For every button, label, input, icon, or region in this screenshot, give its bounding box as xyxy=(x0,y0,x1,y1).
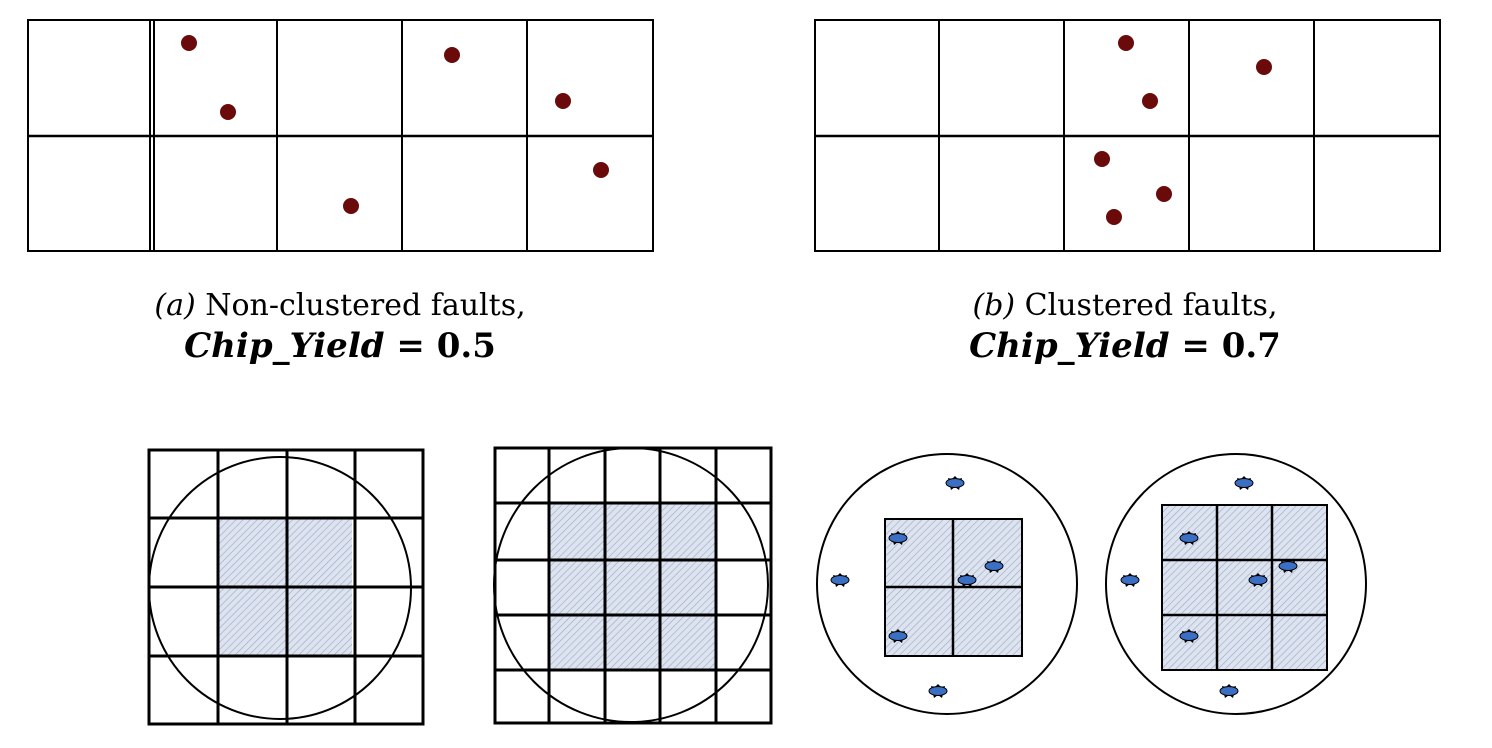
fault-dot-icon xyxy=(555,93,571,109)
caption-b-yield-label: Chip_Yield xyxy=(969,326,1170,366)
wafer-4-small-dies-defects xyxy=(1105,453,1367,715)
fault-dot-icon xyxy=(343,198,359,214)
caption-a-label: (a) xyxy=(154,288,196,323)
wafer-2-outline xyxy=(493,447,769,723)
panel-b-clustered xyxy=(790,0,1490,300)
fault-dot-icon xyxy=(181,35,197,51)
defect-star-icon xyxy=(1120,572,1140,588)
caption-b-line1: (b) Clustered faults, xyxy=(885,287,1365,325)
fault-dot-icon xyxy=(1106,209,1122,225)
caption-b-yield-value: 0.7 xyxy=(1221,326,1281,366)
fault-dot-icon xyxy=(1156,186,1172,202)
caption-b-description: Clustered faults, xyxy=(1024,288,1278,323)
caption-b-label: (b) xyxy=(972,288,1016,323)
fault-dot-icon xyxy=(1118,35,1134,51)
grid-a-svg xyxy=(27,19,654,252)
fault-dot-icon xyxy=(444,47,460,63)
fault-dot-icon xyxy=(1256,59,1272,75)
defect-star-icon xyxy=(1234,475,1254,491)
caption-b-yield: Chip_Yield = 0.7 xyxy=(885,325,1365,367)
fault-dot-icon xyxy=(1142,93,1158,109)
defect-star-icon xyxy=(945,475,965,491)
grid-b-svg xyxy=(814,19,1441,252)
wafer-diagrams xyxy=(0,430,1492,748)
wafer-3-outline xyxy=(816,453,1078,715)
defect-star-icon xyxy=(928,683,948,699)
fault-dot-icon xyxy=(593,162,609,178)
caption-a-yield-equals: = xyxy=(396,326,425,366)
fault-dot-icon xyxy=(220,104,236,120)
wafer-1-large-dies xyxy=(147,448,425,726)
wafer-4-outline xyxy=(1105,453,1367,715)
wafer-diagrams-svg xyxy=(147,446,1367,726)
fault-dot-icon xyxy=(1094,151,1110,167)
caption-a-yield: Chip_Yield = 0.5 xyxy=(100,325,580,367)
wafer-3-large-dies-defects xyxy=(816,453,1078,715)
panel-a-non-clustered xyxy=(0,0,700,300)
caption-a-description: Non-clustered faults, xyxy=(205,288,526,323)
defect-star-icon xyxy=(830,572,850,588)
wafer-2-small-dies xyxy=(493,446,773,725)
wafer-1-outline xyxy=(148,456,412,720)
caption-b: (b) Clustered faults, Chip_Yield = 0.7 xyxy=(885,287,1365,367)
caption-a: (a) Non-clustered faults, Chip_Yield = 0… xyxy=(100,287,580,367)
caption-a-line1: (a) Non-clustered faults, xyxy=(100,287,580,325)
defect-star-icon xyxy=(1219,683,1239,699)
caption-b-yield-equals: = xyxy=(1181,326,1210,366)
caption-a-yield-value: 0.5 xyxy=(436,326,496,366)
caption-a-yield-label: Chip_Yield xyxy=(184,326,385,366)
